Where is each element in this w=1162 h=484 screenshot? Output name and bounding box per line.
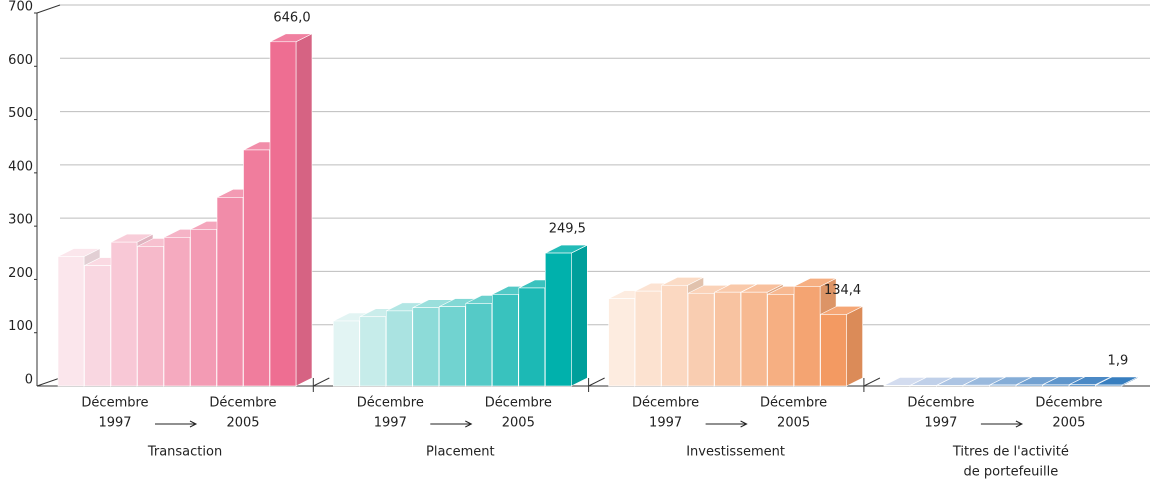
- bar: [634, 290, 662, 387]
- bar: [438, 306, 466, 387]
- y-tick-label: 0: [25, 373, 33, 388]
- bar: [608, 298, 635, 387]
- value-label: 249,5: [549, 222, 586, 237]
- bar: [359, 316, 387, 387]
- group-label: Placement: [426, 445, 495, 460]
- period-label: 1997: [924, 416, 957, 431]
- period-label: Décembre: [632, 396, 699, 411]
- bar: [84, 265, 111, 387]
- group-divider: [588, 377, 605, 387]
- period-label: Décembre: [760, 396, 827, 411]
- value-label: 1,9: [1108, 353, 1129, 368]
- bar: [793, 286, 821, 387]
- arrow-head: [740, 420, 748, 428]
- bar: [910, 385, 937, 387]
- period-label: 2005: [777, 416, 810, 431]
- group-label: de portefeuille: [964, 465, 1059, 480]
- group-label: Investissement: [686, 445, 785, 460]
- period-label: Décembre: [907, 396, 974, 411]
- bar-side: [846, 305, 863, 387]
- bar: [465, 303, 493, 387]
- value-label: 134,4: [824, 283, 861, 298]
- period-label: Décembre: [357, 396, 424, 411]
- bar: [518, 287, 546, 387]
- arrow-head: [189, 420, 198, 428]
- bar: [936, 385, 964, 387]
- bar: [385, 310, 413, 387]
- bar: [491, 294, 519, 387]
- bar: [1042, 384, 1070, 387]
- bar: [190, 229, 217, 387]
- bar: [163, 237, 191, 387]
- period-label: 1997: [98, 416, 131, 431]
- bar: [767, 294, 794, 387]
- axis-depth: [36, 377, 61, 387]
- axis-depth: [36, 4, 61, 14]
- period-label: 1997: [374, 416, 407, 431]
- bar: [1016, 384, 1043, 387]
- bar: [544, 252, 572, 387]
- group-label: Titres de l'activité: [952, 445, 1069, 460]
- bar: [412, 307, 440, 387]
- y-tick-label: 100: [8, 319, 33, 334]
- group-label: Transaction: [147, 445, 222, 460]
- bar: [883, 385, 911, 387]
- y-tick-label: 700: [8, 0, 33, 15]
- y-tick-label: 500: [8, 106, 33, 121]
- bar: [687, 292, 715, 387]
- bar: [740, 291, 768, 387]
- period-label: 2005: [226, 416, 259, 431]
- arrow-head: [465, 420, 473, 428]
- bar: [332, 320, 360, 387]
- bar-side: [570, 244, 588, 387]
- period-label: Décembre: [485, 396, 552, 411]
- period-label: Décembre: [81, 396, 148, 411]
- period-label: Décembre: [1035, 396, 1102, 411]
- bar: [1069, 384, 1096, 387]
- bar: [661, 284, 688, 387]
- bar: [57, 256, 85, 387]
- bar: [137, 246, 164, 387]
- bar-side: [295, 33, 313, 387]
- period-label: Décembre: [209, 396, 276, 411]
- y-tick-label: 200: [8, 266, 33, 281]
- bar: [1095, 384, 1123, 387]
- period-label: 2005: [502, 416, 535, 431]
- group-divider: [863, 377, 881, 387]
- bar: [216, 197, 244, 387]
- y-tick-label: 300: [8, 213, 33, 228]
- period-label: 2005: [1052, 416, 1085, 431]
- y-tick-label: 600: [8, 53, 33, 68]
- arrow-head: [1015, 420, 1024, 428]
- bar: [243, 149, 270, 387]
- bar: [269, 41, 297, 387]
- bar: [110, 241, 138, 387]
- group-divider: [313, 377, 330, 387]
- bar: [989, 384, 1017, 387]
- y-tick-label: 400: [8, 159, 33, 174]
- bar: [820, 314, 847, 387]
- value-label: 646,0: [273, 10, 310, 25]
- period-label: 1997: [649, 416, 682, 431]
- bar: [963, 384, 990, 387]
- bar: [714, 291, 741, 387]
